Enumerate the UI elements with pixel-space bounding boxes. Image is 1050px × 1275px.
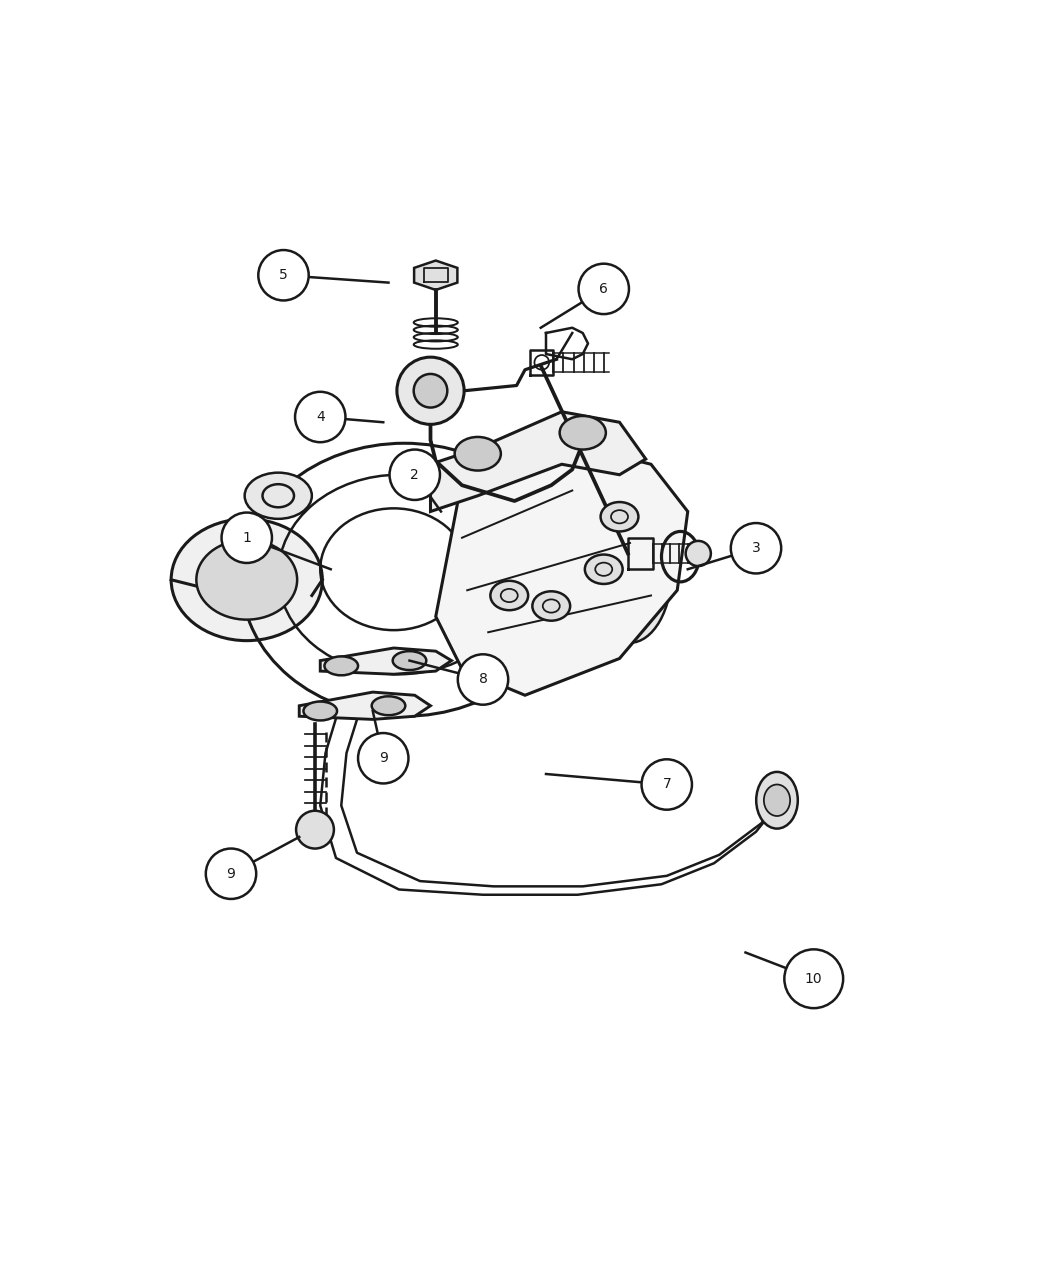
Circle shape — [642, 760, 692, 810]
Circle shape — [397, 357, 464, 425]
Text: 7: 7 — [663, 778, 671, 792]
Ellipse shape — [588, 496, 672, 643]
Circle shape — [295, 391, 345, 442]
Ellipse shape — [601, 502, 638, 532]
Ellipse shape — [303, 701, 337, 720]
Ellipse shape — [455, 437, 501, 470]
Ellipse shape — [393, 652, 426, 671]
Circle shape — [414, 374, 447, 408]
Circle shape — [222, 513, 272, 564]
Ellipse shape — [171, 519, 322, 640]
Polygon shape — [299, 692, 430, 719]
Circle shape — [296, 811, 334, 849]
Text: 1: 1 — [243, 530, 251, 544]
Ellipse shape — [324, 657, 358, 676]
Circle shape — [458, 654, 508, 705]
Circle shape — [731, 523, 781, 574]
Text: 3: 3 — [752, 542, 760, 555]
Text: 5: 5 — [279, 268, 288, 282]
Ellipse shape — [245, 473, 312, 519]
Circle shape — [784, 950, 843, 1009]
Polygon shape — [320, 648, 452, 674]
Polygon shape — [430, 412, 646, 511]
Ellipse shape — [532, 592, 570, 621]
Circle shape — [579, 264, 629, 314]
Text: 10: 10 — [805, 972, 822, 986]
Ellipse shape — [560, 416, 606, 450]
Ellipse shape — [490, 581, 528, 611]
Text: 9: 9 — [379, 751, 387, 765]
Circle shape — [358, 733, 408, 783]
Polygon shape — [414, 260, 458, 289]
Text: 6: 6 — [600, 282, 608, 296]
Ellipse shape — [764, 784, 790, 816]
Circle shape — [390, 450, 440, 500]
Circle shape — [258, 250, 309, 301]
Ellipse shape — [372, 696, 405, 715]
Ellipse shape — [756, 771, 798, 829]
Polygon shape — [436, 444, 688, 695]
Text: 4: 4 — [316, 411, 324, 425]
Circle shape — [206, 849, 256, 899]
Text: 2: 2 — [411, 468, 419, 482]
Text: 9: 9 — [227, 867, 235, 881]
Circle shape — [686, 541, 711, 566]
Text: 8: 8 — [479, 672, 487, 686]
Ellipse shape — [585, 555, 623, 584]
Ellipse shape — [196, 539, 297, 620]
